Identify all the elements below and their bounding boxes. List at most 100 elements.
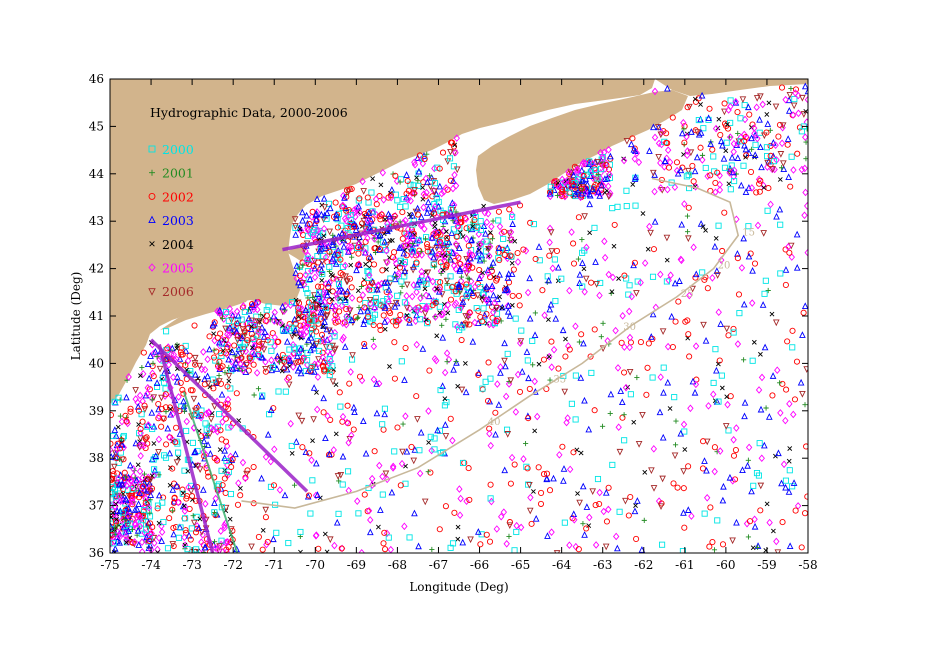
station-marker (432, 220, 438, 226)
station-marker (621, 437, 628, 444)
station-marker (299, 358, 307, 365)
station-marker (753, 189, 760, 196)
station-marker (339, 263, 347, 270)
station-marker (642, 469, 648, 475)
station-marker (258, 328, 265, 336)
station-marker (348, 316, 356, 323)
station-marker (736, 310, 743, 317)
station-marker (311, 227, 318, 234)
station-marker (267, 406, 275, 414)
station-marker (368, 287, 375, 294)
station-marker (525, 374, 532, 382)
y-tick-label: 43 (89, 214, 104, 228)
station-marker (453, 166, 461, 174)
station-marker (324, 291, 331, 299)
station-marker (375, 239, 381, 245)
station-marker (314, 226, 322, 235)
station-marker (777, 177, 783, 182)
station-marker (187, 488, 195, 495)
station-marker (248, 543, 255, 551)
station-marker (282, 388, 289, 395)
station-marker (262, 368, 269, 375)
station-marker (723, 139, 730, 146)
station-marker (425, 275, 432, 283)
station-marker (578, 189, 586, 197)
station-marker (124, 511, 132, 520)
station-marker (471, 318, 479, 327)
station-marker (139, 473, 146, 482)
station-marker (304, 255, 311, 262)
station-marker (437, 387, 444, 394)
station-marker (151, 539, 158, 547)
station-marker (341, 214, 349, 223)
station-marker (782, 483, 789, 491)
station-marker (135, 512, 143, 520)
station-marker (596, 291, 603, 300)
station-marker (574, 176, 582, 183)
station-marker (767, 200, 774, 209)
station-marker (163, 441, 170, 448)
station-marker (348, 243, 355, 251)
station-marker (404, 313, 410, 318)
station-marker (259, 353, 267, 361)
station-marker (155, 491, 163, 499)
station-marker (262, 453, 270, 461)
station-marker (692, 270, 700, 278)
station-marker (338, 229, 346, 237)
station-marker (296, 265, 303, 271)
station-marker (707, 140, 715, 147)
station-marker (663, 139, 670, 146)
station-marker (702, 336, 710, 344)
station-marker (626, 333, 634, 342)
station-marker (800, 309, 807, 316)
station-marker (339, 201, 346, 210)
station-marker (756, 180, 763, 187)
station-marker (182, 362, 189, 369)
station-marker (799, 94, 806, 102)
station-marker (422, 236, 429, 242)
station-marker (337, 403, 344, 410)
station-marker (744, 103, 752, 111)
station-marker (229, 365, 237, 372)
station-marker (331, 328, 339, 337)
station-marker (727, 97, 734, 104)
station-marker (440, 244, 447, 252)
station-marker (239, 326, 247, 333)
station-marker (289, 299, 296, 306)
station-marker (339, 481, 346, 488)
station-marker (270, 482, 277, 489)
station-marker (226, 305, 233, 313)
station-marker (462, 215, 470, 223)
station-marker (408, 189, 416, 197)
station-marker (783, 386, 790, 393)
station-marker (457, 304, 464, 312)
station-marker (669, 114, 676, 121)
station-marker (530, 221, 537, 228)
station-marker (226, 331, 233, 339)
station-marker (711, 242, 719, 250)
station-marker (201, 543, 209, 551)
station-marker (321, 233, 327, 239)
station-marker (566, 346, 573, 353)
station-marker (724, 400, 731, 409)
station-marker (507, 377, 515, 385)
station-marker (786, 400, 793, 408)
station-marker (583, 503, 591, 510)
station-marker (426, 440, 432, 445)
station-marker (779, 123, 786, 132)
station-marker (477, 541, 484, 548)
station-marker (423, 302, 430, 311)
station-marker (788, 153, 795, 160)
station-marker (497, 512, 505, 521)
station-marker (787, 446, 793, 451)
station-marker (367, 299, 374, 308)
station-marker (374, 285, 381, 293)
station-marker (192, 447, 199, 455)
station-marker (303, 211, 310, 219)
station-marker (471, 282, 479, 291)
station-marker (150, 471, 158, 480)
station-marker (501, 357, 508, 365)
station-marker (110, 540, 117, 547)
station-marker (445, 249, 452, 256)
